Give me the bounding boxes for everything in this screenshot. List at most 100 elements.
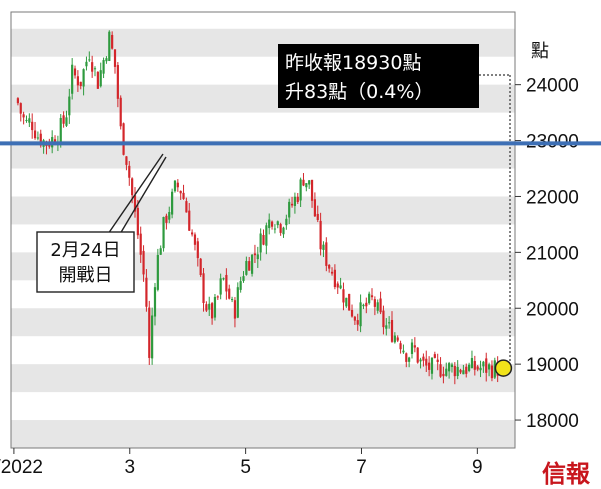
- candle-body: [490, 365, 494, 379]
- candle-body: [410, 342, 414, 354]
- candle-body: [151, 315, 154, 359]
- candle-body: [71, 64, 74, 94]
- candle-body: [16, 98, 20, 104]
- candle-body: [131, 178, 134, 196]
- candle-body: [396, 337, 399, 341]
- candle-body: [353, 316, 356, 321]
- candle-body: [376, 302, 379, 311]
- candle-body: [111, 34, 114, 49]
- candle-body: [379, 298, 382, 313]
- candle-body: [393, 335, 396, 343]
- candle-body: [416, 347, 419, 363]
- candle-body: [68, 96, 71, 116]
- candle-body: [328, 264, 331, 269]
- candle-body: [262, 234, 265, 245]
- candle-body: [59, 117, 62, 144]
- candle-body: [128, 165, 131, 178]
- candle-body: [73, 68, 77, 76]
- candle-body: [139, 233, 142, 255]
- candle-body: [310, 179, 314, 201]
- candle-body: [148, 307, 151, 358]
- candle-body: [268, 219, 271, 229]
- candle-body: [439, 364, 442, 377]
- candle-body: [285, 218, 288, 226]
- candle-body: [356, 320, 359, 325]
- candle-body: [216, 296, 219, 298]
- candle-body: [305, 183, 308, 188]
- candle-body: [293, 196, 297, 206]
- candle-body: [253, 253, 257, 256]
- candle-body: [136, 207, 139, 236]
- x-axis: 1/2022 3 5 7 9: [0, 448, 483, 478]
- candle-body: [205, 304, 208, 311]
- event-callout-pointer-right: [119, 156, 167, 235]
- grid-band: [11, 308, 515, 337]
- candle-body: [230, 299, 234, 301]
- grid-band: [11, 420, 515, 448]
- candle-body: [213, 296, 217, 318]
- candle-body: [473, 361, 476, 370]
- candle-body: [336, 283, 339, 288]
- candle-body: [133, 195, 137, 212]
- candle-body: [373, 299, 376, 307]
- candle-body: [191, 232, 194, 235]
- candle-body: [222, 278, 225, 280]
- candle-body: [156, 254, 159, 290]
- candle-body: [193, 234, 197, 245]
- candle-body: [176, 182, 179, 188]
- candle-body: [333, 269, 336, 288]
- candle-body: [22, 114, 25, 118]
- candle-body: [270, 221, 274, 227]
- candle-body: [302, 179, 305, 186]
- candle-body: [245, 260, 248, 275]
- candle-body: [442, 373, 445, 377]
- candle-body: [210, 303, 214, 319]
- candle-body: [88, 59, 91, 61]
- candle-body: [108, 31, 111, 62]
- candle-body: [242, 276, 245, 281]
- candles: [16, 30, 499, 385]
- candle-body: [348, 293, 351, 311]
- candle-body: [339, 285, 342, 289]
- candle-body: [448, 363, 451, 372]
- candle-body: [39, 133, 42, 146]
- candle-body: [208, 303, 211, 310]
- y-tick-label: 20000: [526, 299, 579, 320]
- candle-body: [162, 216, 165, 249]
- candle-body: [31, 121, 34, 131]
- candle-body: [408, 357, 411, 362]
- candle-body: [330, 271, 334, 274]
- candle-body: [282, 227, 285, 235]
- candle-body: [62, 115, 65, 124]
- candle-body: [228, 288, 231, 299]
- candle-body: [19, 103, 22, 114]
- grid-band: [11, 196, 515, 225]
- candle-body: [236, 287, 239, 318]
- candle-body: [453, 365, 456, 377]
- candle-body: [119, 97, 122, 127]
- candle-body: [405, 353, 408, 362]
- candle-body: [370, 295, 374, 298]
- candle-body: [462, 370, 465, 375]
- candle-body: [225, 274, 228, 292]
- candle-body: [433, 354, 436, 358]
- candle-body: [308, 180, 311, 185]
- last-close-marker: [494, 359, 513, 377]
- candle-body: [487, 364, 491, 370]
- candle-body: [413, 345, 416, 348]
- candle-body: [82, 69, 85, 87]
- candle-body: [142, 250, 145, 275]
- candle-body: [288, 201, 291, 218]
- brand-logo: 信報: [542, 459, 591, 488]
- candle-body: [425, 358, 428, 366]
- close-annotation-box: [278, 44, 479, 108]
- candle-body: [179, 190, 182, 194]
- candle-body: [116, 65, 119, 99]
- candle-body: [419, 359, 422, 362]
- candle-body: [93, 68, 97, 70]
- close-annotation-line1: 昨收報18930點: [285, 52, 421, 74]
- candle-body: [402, 350, 405, 353]
- candle-body: [422, 356, 425, 361]
- candle-body: [390, 319, 394, 342]
- candle-body: [359, 302, 362, 327]
